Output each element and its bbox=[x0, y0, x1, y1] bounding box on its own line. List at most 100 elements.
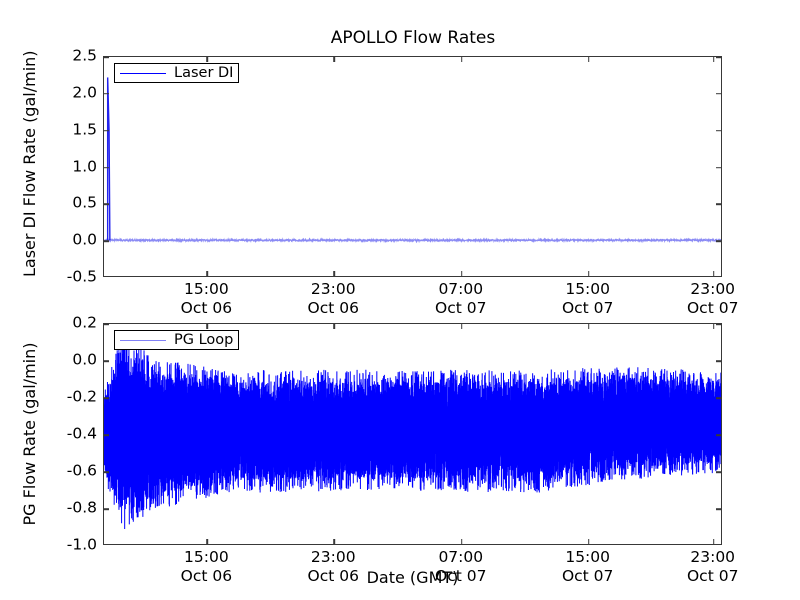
y-tick-label: 1.5 bbox=[72, 119, 97, 138]
x-tick-date: Oct 07 bbox=[561, 567, 614, 585]
y-tick-mark bbox=[104, 93, 109, 95]
x-tick-mark bbox=[460, 57, 463, 62]
y-tick-mark bbox=[716, 129, 721, 132]
x-tick-time: 15:00 bbox=[184, 280, 229, 298]
legend-top: Laser DI bbox=[114, 63, 240, 83]
x-tick-time: 07:00 bbox=[438, 548, 484, 566]
y-tick-mark bbox=[104, 471, 109, 473]
x-tick-mark bbox=[587, 539, 590, 544]
x-tick-mark bbox=[712, 324, 715, 329]
y-tick-mark bbox=[716, 93, 721, 95]
x-tick-mark bbox=[712, 57, 715, 62]
x-tick-time: 23:00 bbox=[310, 280, 356, 298]
pg-loop-series-plot bbox=[104, 334, 721, 530]
x-tick-date: Oct 07 bbox=[561, 299, 614, 317]
x-tick-date: Oct 06 bbox=[180, 299, 233, 317]
y-tick-mark bbox=[104, 397, 109, 399]
x-axis-ticks-bottom: 15:00 Oct 06 23:00 Oct 06 07:00 Oct 07 15:00 Oc… bbox=[103, 546, 739, 590]
page-title: APOLLO Flow Rates bbox=[330, 28, 496, 48]
y-tick-label: 0.0 bbox=[72, 230, 97, 249]
x-tick-mark bbox=[460, 539, 463, 544]
plot-top-laser-di: Laser DI bbox=[103, 56, 722, 277]
y-tick-label: 0.2 bbox=[72, 313, 97, 332]
x-tick-time: 23:00 bbox=[310, 548, 356, 566]
x-tick-mark bbox=[587, 271, 590, 276]
x-tick-mark bbox=[333, 324, 336, 329]
x-tick-mark bbox=[206, 324, 209, 329]
laser-di-startup-spike bbox=[106, 77, 111, 241]
x-axis-ticks-top: 15:00 Oct 06 23:00 Oct 06 07:00 Oct 07 15:00 Oc… bbox=[103, 278, 739, 322]
y-tick-label: 2.0 bbox=[72, 83, 97, 102]
x-tick-mark bbox=[712, 271, 715, 276]
y-tick-mark bbox=[104, 166, 109, 169]
y-tick-mark bbox=[716, 434, 721, 436]
y-tick-mark bbox=[716, 508, 721, 510]
x-tick-date: Oct 07 bbox=[435, 567, 487, 585]
x-tick-mark bbox=[587, 57, 590, 62]
x-tick-mark bbox=[333, 57, 336, 62]
x-tick-time: 15:00 bbox=[565, 280, 611, 298]
x-tick-date: Oct 06 bbox=[307, 299, 359, 317]
x-tick-time: 15:00 bbox=[184, 548, 229, 566]
x-tick-mark bbox=[587, 324, 590, 329]
laser-di-baseline-path bbox=[104, 237, 721, 244]
y-tick-mark bbox=[716, 240, 721, 242]
x-tick-label: 23:00 Oct 07 bbox=[687, 280, 738, 318]
x-tick-label: 15:00 Oct 07 bbox=[562, 280, 613, 318]
x-tick-label: 15:00 Oct 06 bbox=[181, 548, 232, 586]
plot-bottom-pg-loop: PG Loop bbox=[103, 323, 722, 545]
x-tick-mark bbox=[333, 539, 336, 544]
y-tick-label: 1.0 bbox=[72, 156, 97, 175]
y-tick-mark bbox=[104, 203, 109, 206]
x-tick-label: 07:00 Oct 07 bbox=[435, 280, 486, 318]
y-tick-mark bbox=[104, 434, 109, 436]
y-axis-ticks-bottom: -1.0 -0.8 -0.6 -0.4 -0.2 0.0 0.2 bbox=[41, 315, 97, 552]
y-tick-label: -0.2 bbox=[66, 387, 97, 406]
x-tick-date: Oct 07 bbox=[686, 567, 739, 585]
x-tick-date: Oct 07 bbox=[435, 299, 487, 317]
y-axis-ticks-top: -0.5 0.0 0.5 1.0 1.5 2.0 2.5 bbox=[41, 48, 97, 284]
y-tick-label: -1.0 bbox=[66, 535, 97, 554]
x-tick-mark bbox=[333, 271, 336, 276]
y-tick-label: 0.5 bbox=[72, 193, 97, 212]
y-tick-mark bbox=[104, 129, 109, 132]
x-tick-date: Oct 06 bbox=[307, 567, 359, 585]
legend-bottom: PG Loop bbox=[114, 330, 240, 350]
x-tick-date: Oct 06 bbox=[180, 567, 233, 585]
y-tick-mark bbox=[104, 508, 109, 510]
x-tick-mark bbox=[460, 271, 463, 276]
pg-loop-trace-path bbox=[104, 334, 721, 530]
y-tick-label: -0.5 bbox=[66, 267, 97, 286]
y-tick-mark bbox=[716, 471, 721, 473]
legend-line-swatch-laser-di bbox=[120, 72, 166, 74]
y-tick-mark bbox=[104, 240, 109, 242]
y-tick-mark bbox=[716, 324, 721, 325]
x-tick-mark bbox=[712, 539, 715, 544]
y-axis-label-bottom: PG Flow Rate (gal/min) bbox=[20, 342, 39, 526]
y-tick-mark bbox=[716, 57, 721, 58]
x-tick-label: 23:00 Oct 06 bbox=[308, 280, 359, 318]
x-tick-label: 23:00 Oct 06 bbox=[308, 548, 359, 586]
y-tick-mark bbox=[716, 166, 721, 169]
x-tick-label: 15:00 Oct 06 bbox=[181, 280, 232, 318]
y-tick-label: -0.8 bbox=[66, 498, 97, 517]
x-tick-time: 15:00 bbox=[565, 548, 611, 566]
x-tick-time: 23:00 bbox=[690, 280, 736, 298]
x-tick-time: 07:00 bbox=[438, 280, 484, 298]
x-tick-label: 07:00 Oct 07 bbox=[435, 548, 486, 586]
y-tick-label: -0.6 bbox=[66, 461, 97, 480]
x-tick-mark bbox=[206, 271, 209, 276]
y-tick-label: 2.5 bbox=[72, 46, 97, 65]
y-tick-label: -0.4 bbox=[66, 424, 97, 443]
x-tick-mark bbox=[206, 57, 209, 62]
y-tick-mark bbox=[104, 324, 109, 325]
y-axis-label-top: Laser DI Flow Rate (gal/min) bbox=[20, 50, 39, 277]
x-axis-label: Date (GMT) bbox=[366, 568, 459, 587]
y-tick-mark bbox=[716, 397, 721, 399]
y-tick-label: 0.0 bbox=[72, 350, 97, 369]
x-tick-mark bbox=[206, 539, 209, 544]
legend-label-pg-loop: PG Loop bbox=[174, 331, 234, 348]
legend-line-swatch-pg-loop bbox=[120, 339, 166, 341]
x-tick-label: 15:00 Oct 07 bbox=[562, 548, 613, 586]
